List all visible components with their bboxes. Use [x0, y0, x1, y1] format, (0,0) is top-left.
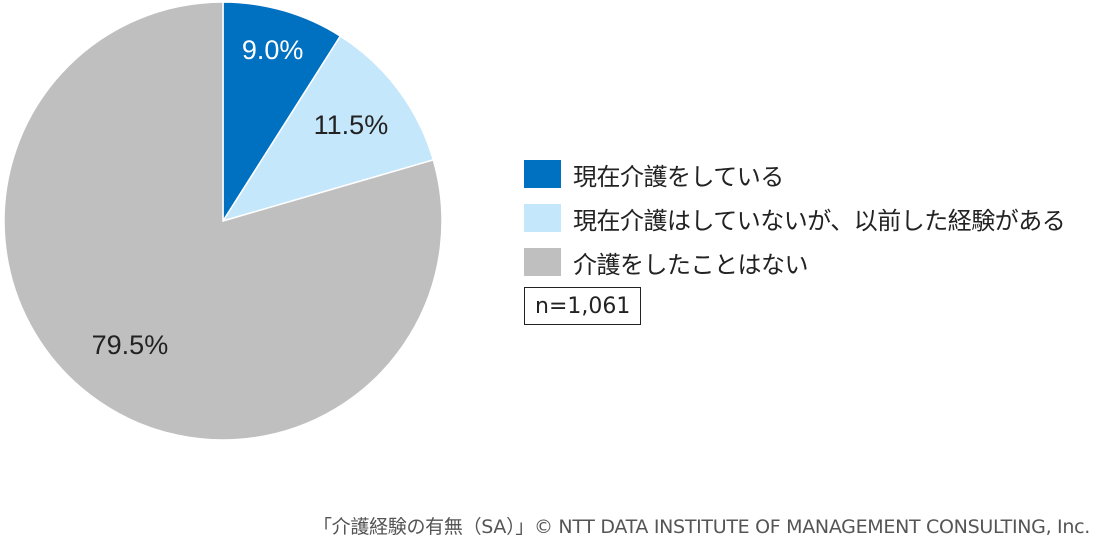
pie-slice-current-caregiver	[222, 1, 342, 224]
data-label-current-caregiver: 9.0%	[242, 35, 304, 65]
chart-legend: 現在介護をしている 現在介護はしていないが、以前した経験がある 介護をしたことは…	[524, 152, 1066, 284]
legend-label-current-caregiver: 現在介護をしている	[573, 162, 784, 191]
legend-label-past-caregiver: 現在介護はしていないが、以前した経験がある	[573, 206, 1066, 235]
legend-item-past-caregiver: 現在介護はしていないが、以前した経験がある	[524, 196, 1066, 240]
data-label-never-caregiver: 79.5%	[92, 330, 169, 360]
pie-data-labels: 9.0% 11.5% 79.5%	[92, 35, 389, 360]
pie-slice-never-caregiver	[3, 1, 443, 441]
legend-swatch-never-caregiver	[524, 248, 561, 276]
pie-slices	[3, 1, 443, 441]
legend-item-never-caregiver: 介護をしたことはない	[524, 240, 1065, 284]
source-footer: 「介護経験の有無（SA）」© NTT DATA INSTITUTE OF MAN…	[312, 516, 1090, 538]
sample-size-box: n=1,061	[524, 287, 642, 325]
data-label-past-caregiver: 11.5%	[314, 110, 389, 140]
legend-label-never-caregiver: 介護をしたことはない	[573, 250, 809, 279]
legend-swatch-past-caregiver	[524, 204, 561, 232]
legend-item-current-caregiver: 現在介護をしている	[524, 152, 1065, 196]
legend-swatch-current-caregiver	[524, 160, 561, 188]
